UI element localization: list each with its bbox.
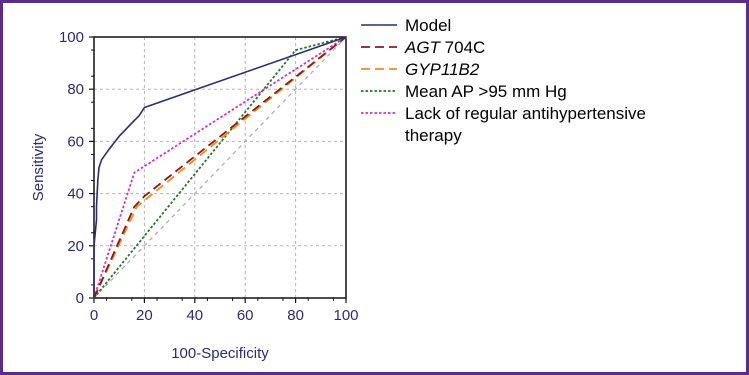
y-tick-label-2: 40 bbox=[67, 186, 84, 203]
y-tick-label-5: 100 bbox=[59, 29, 84, 46]
legend-label-1: AGT 704C bbox=[404, 38, 485, 57]
y-axis-label: Sensitivity bbox=[30, 133, 47, 201]
x-tick-label-5: 100 bbox=[333, 307, 358, 324]
x-axis-label: 100-Specificity bbox=[171, 345, 269, 362]
plot-area bbox=[93, 36, 347, 299]
legend-label-rest-1: 704C bbox=[440, 38, 485, 57]
series-line-0 bbox=[93, 36, 347, 298]
x-tick-label-0: 0 bbox=[90, 307, 98, 324]
y-tick-label-0: 0 bbox=[76, 290, 84, 307]
legend-label-0: Model bbox=[405, 16, 451, 35]
x-tick-label-2: 40 bbox=[186, 307, 203, 324]
legend-label-3: Mean AP >95 mm Hg bbox=[405, 82, 567, 101]
legend: Model AGT 704C GYP11B2 Mean AP >95 mm Hg Lac… bbox=[361, 16, 646, 145]
legend-label-italic-2: GYP11B2 bbox=[405, 60, 480, 79]
y-tick-label-1: 20 bbox=[67, 238, 84, 255]
ticks: 0 20 40 60 80 100 0 20 40 60 80 100 bbox=[59, 29, 359, 324]
x-tick-label-3: 60 bbox=[237, 307, 254, 324]
legend-label-4: Lack of regular antihypertensive bbox=[405, 104, 646, 123]
series-lines bbox=[93, 36, 347, 299]
x-tick-label-1: 20 bbox=[136, 307, 153, 324]
legend-label-4-line1: therapy bbox=[405, 126, 462, 145]
legend-label-italic-1: AGT bbox=[404, 38, 442, 57]
series-line-3 bbox=[93, 36, 347, 299]
grid bbox=[94, 37, 346, 298]
y-tick-label-3: 60 bbox=[67, 133, 84, 150]
x-tick-label-4: 80 bbox=[287, 307, 304, 324]
legend-label-2: GYP11B2 bbox=[405, 60, 480, 79]
reference-diagonal bbox=[93, 36, 347, 299]
y-tick-label-4: 80 bbox=[67, 81, 84, 98]
series-line-1 bbox=[93, 36, 347, 299]
series-line-4 bbox=[93, 36, 347, 299]
